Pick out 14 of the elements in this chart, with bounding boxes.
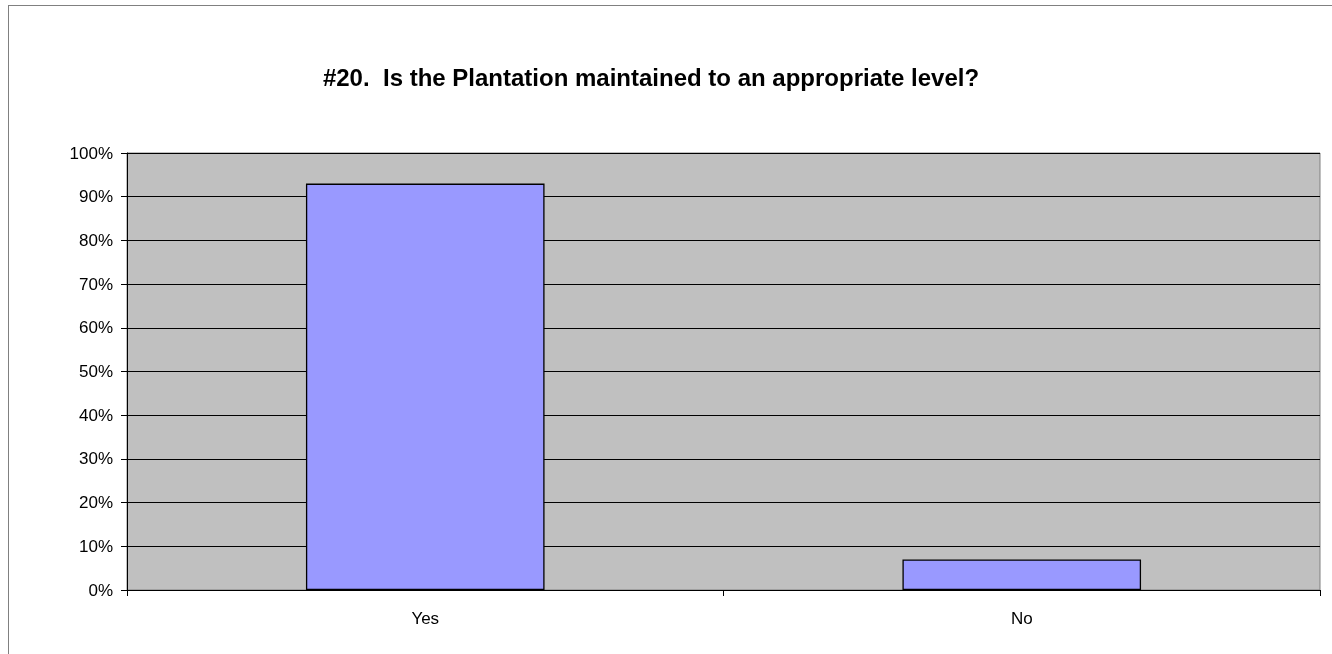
y-tick-label: 50% [78,362,113,381]
y-tick-label: 0% [88,580,113,600]
y-tick-label: 80% [78,230,113,250]
y-tick-label: 100% [69,143,113,163]
y-tick-label: 90% [78,187,113,207]
y-tick-label: 20% [78,493,113,513]
y-tick-label: 40% [78,405,113,425]
y-tick-label: 70% [78,274,113,294]
x-tick-label: Yes [411,609,440,628]
x-tick-label: No [1010,609,1033,628]
y-tick-label: 60% [78,318,113,338]
y-tick-label: 30% [78,449,113,469]
chart-title: #20. Is the Plantation maintained to an appropriate level? [322,63,980,91]
y-tick-label: 10% [78,536,113,556]
